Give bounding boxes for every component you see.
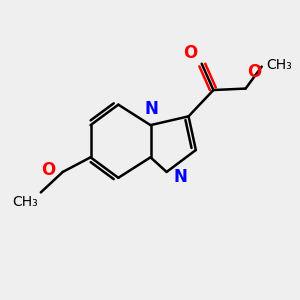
Text: N: N xyxy=(145,100,158,118)
Text: N: N xyxy=(174,168,188,186)
Text: O: O xyxy=(247,63,261,81)
Text: CH₃: CH₃ xyxy=(12,195,38,209)
Text: CH₃: CH₃ xyxy=(266,58,292,72)
Text: O: O xyxy=(183,44,197,62)
Text: O: O xyxy=(41,161,56,179)
